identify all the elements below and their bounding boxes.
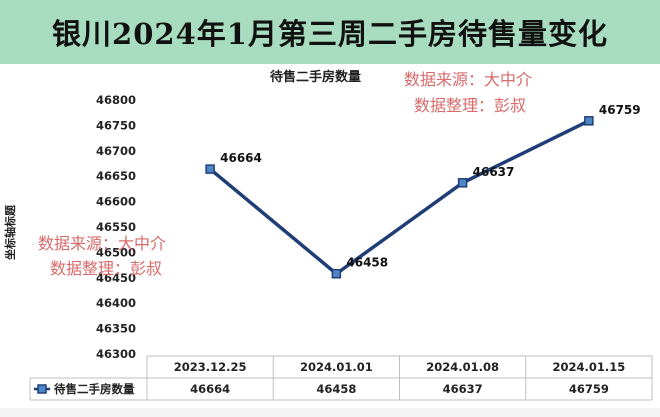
y-tick-label: 46750	[96, 118, 136, 132]
watermark-source-left: 数据来源：大中介	[38, 234, 167, 253]
watermark-source-top: 数据来源：大中介	[404, 70, 533, 89]
data-label: 46637	[473, 165, 515, 179]
y-tick-label: 46800	[96, 93, 136, 107]
y-tick-label: 46450	[96, 271, 136, 285]
y-tick-label: 46700	[96, 144, 136, 158]
table-value: 46759	[569, 382, 609, 396]
footer-bar	[0, 408, 660, 417]
y-tick-label: 46550	[96, 220, 136, 234]
x-category-label: 2024.01.08	[426, 360, 499, 374]
table-value: 46637	[443, 382, 483, 396]
legend-marker	[37, 384, 47, 394]
y-tick-label: 46600	[96, 195, 136, 209]
y-tick-label: 46500	[96, 245, 136, 259]
watermark-author-top: 数据整理：彭叔	[414, 96, 527, 115]
y-tick-label: 46650	[96, 169, 136, 183]
banner-title: 银川2024年1月第三周二手房待售量变化	[52, 17, 608, 51]
data-point-marker	[457, 178, 468, 188]
data-label: 46759	[599, 103, 641, 117]
table-value: 46458	[316, 382, 356, 396]
legend-label: 待售二手房数量	[54, 382, 135, 396]
watermark-author-left: 数据整理：彭叔	[50, 259, 163, 278]
data-point-marker	[331, 268, 342, 279]
chart-title: 待售二手房数量	[270, 70, 362, 85]
title-banner: 银川2024年1月第三周二手房待售量变化	[0, 0, 660, 64]
table-value: 46664	[190, 382, 230, 396]
y-tick-label: 46350	[96, 322, 136, 336]
series-line	[209, 119, 590, 276]
x-category-label: 2024.01.15	[552, 360, 625, 374]
x-category-label: 2024.01.01	[300, 360, 373, 374]
y-tick-label: 46400	[96, 296, 136, 310]
data-label: 46664	[220, 151, 262, 165]
data-point-marker	[205, 164, 215, 174]
data-label: 46458	[346, 256, 388, 270]
data-point-marker	[584, 116, 594, 126]
y-tick-label: 46300	[96, 347, 136, 361]
x-category-label: 2023.12.25	[174, 360, 247, 374]
